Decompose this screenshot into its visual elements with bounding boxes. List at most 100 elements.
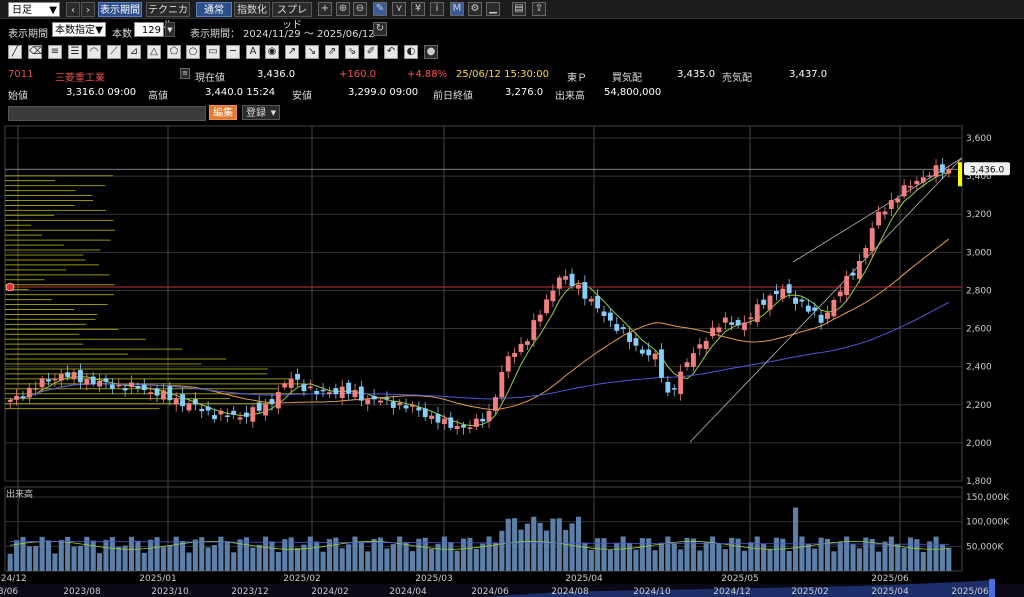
candle-body bbox=[135, 385, 141, 389]
print-icon[interactable]: ▤ bbox=[512, 2, 526, 16]
candle-body bbox=[141, 384, 147, 391]
eraser-icon[interactable]: ⌫ bbox=[28, 45, 44, 59]
chevron-down-icon: ▼ bbox=[49, 5, 57, 16]
volume-bar bbox=[231, 552, 237, 571]
volume-bar bbox=[250, 547, 256, 571]
candle-body bbox=[614, 324, 620, 331]
gann-icon[interactable]: ⊿ bbox=[127, 45, 141, 59]
flip-down-icon[interactable]: ⇘ bbox=[345, 45, 359, 59]
index-button[interactable]: 指数化 bbox=[234, 2, 270, 17]
volume-bar bbox=[537, 522, 543, 571]
pentagon-icon[interactable]: ⬠ bbox=[167, 45, 181, 59]
badge-icon[interactable]: ◉ bbox=[265, 45, 279, 59]
zoom-in-icon[interactable]: ⊕ bbox=[336, 2, 350, 16]
candle-body bbox=[869, 228, 875, 251]
price-tick-label: 3,400 bbox=[966, 172, 992, 182]
candle-body bbox=[671, 388, 677, 390]
undo-icon[interactable]: ↶ bbox=[384, 45, 398, 59]
register-button[interactable]: 登録 ▼ bbox=[242, 105, 280, 120]
info-icon[interactable]: i bbox=[430, 2, 444, 16]
period-mode-select[interactable]: 本数指定 ▼ bbox=[52, 22, 106, 37]
volume-bar bbox=[773, 537, 779, 571]
next-button[interactable]: › bbox=[81, 2, 95, 17]
candle-body bbox=[154, 388, 160, 396]
low-value: 3,299.0 09:00 bbox=[348, 87, 419, 98]
prev-close-label: 前日終値 bbox=[433, 91, 473, 102]
candle-body bbox=[908, 185, 913, 188]
text-icon[interactable]: A bbox=[246, 45, 260, 59]
current-price-tag bbox=[964, 162, 1010, 176]
candle-body bbox=[403, 405, 409, 409]
candle-body bbox=[805, 305, 811, 312]
period-select[interactable]: 日足 ▼ bbox=[8, 2, 60, 17]
candle-body bbox=[588, 298, 594, 302]
flip-up-icon[interactable]: ⇗ bbox=[325, 45, 339, 59]
export-icon[interactable]: ⇪ bbox=[532, 2, 546, 16]
candle-body bbox=[761, 299, 767, 305]
volume-bar bbox=[678, 549, 684, 571]
arrow-up-icon[interactable]: ↗ bbox=[285, 45, 299, 59]
arrow-down-icon[interactable]: ↘ bbox=[305, 45, 319, 59]
volume-bar bbox=[882, 541, 888, 571]
chart-icon[interactable]: ▁ bbox=[486, 2, 500, 16]
fan-icon[interactable]: ⟋ bbox=[107, 45, 121, 59]
candle-body bbox=[659, 349, 664, 378]
candle-body bbox=[473, 418, 479, 427]
memo-icon[interactable]: ≡ bbox=[180, 68, 190, 79]
volume-bar bbox=[607, 549, 613, 571]
candle-body bbox=[505, 356, 511, 372]
volume-bar bbox=[601, 538, 607, 571]
volume-bar bbox=[518, 529, 524, 571]
trendline-icon[interactable]: ╱ bbox=[8, 45, 22, 59]
candle-body bbox=[186, 403, 192, 411]
price-tick-label: 3,200 bbox=[966, 210, 992, 220]
candle-body bbox=[212, 415, 217, 420]
settings-dot-icon[interactable]: ● bbox=[424, 45, 438, 59]
edit-button[interactable]: 編集 bbox=[209, 105, 237, 120]
volume-bar bbox=[173, 536, 179, 571]
candle-body bbox=[333, 388, 339, 395]
count-stepper[interactable]: ▼ bbox=[165, 22, 175, 37]
yen-icon[interactable]: ¥ bbox=[411, 2, 425, 16]
volume-bar bbox=[652, 550, 658, 571]
volume-bar bbox=[697, 550, 703, 571]
hlines-icon[interactable]: ≡ bbox=[48, 45, 62, 59]
signal-icon[interactable]: ⋎ bbox=[392, 2, 406, 16]
candle-body bbox=[416, 407, 422, 411]
volume-bar bbox=[473, 549, 479, 571]
triangle-icon[interactable]: △ bbox=[147, 45, 161, 59]
prev-button[interactable]: ‹ bbox=[66, 2, 80, 17]
candle-body bbox=[173, 398, 179, 405]
volume-bar bbox=[569, 523, 575, 571]
channel-icon[interactable]: ☰ bbox=[68, 45, 82, 59]
crosshair-icon[interactable]: + bbox=[318, 2, 332, 16]
gear-icon[interactable]: ⚙ bbox=[468, 2, 482, 16]
candle-body bbox=[556, 277, 562, 289]
circle-icon[interactable]: ○ bbox=[186, 45, 200, 59]
display-period-button[interactable]: 表示期間 bbox=[98, 2, 142, 17]
volume-ma-short bbox=[10, 541, 949, 550]
navigator-handle bbox=[989, 579, 995, 597]
toggle-icon[interactable]: ◐ bbox=[404, 45, 418, 59]
technical-button[interactable]: テクニカル bbox=[146, 2, 190, 31]
arc-icon[interactable]: ◠ bbox=[87, 45, 101, 59]
candle-body bbox=[512, 352, 518, 357]
candle-body bbox=[282, 383, 288, 388]
volume-bar bbox=[14, 540, 20, 571]
pen-icon[interactable]: ✎ bbox=[373, 2, 387, 16]
price-panel-frame bbox=[4, 125, 963, 482]
count-input[interactable]: 129 bbox=[134, 22, 164, 37]
candle-body bbox=[773, 291, 779, 295]
spread-button[interactable]: スプレッド bbox=[272, 2, 312, 31]
volume-bar bbox=[499, 530, 505, 571]
ask-label: 売気配 bbox=[722, 73, 752, 84]
normal-button[interactable]: 通常 bbox=[196, 2, 232, 17]
refresh-icon[interactable]: ↻ bbox=[373, 22, 387, 36]
quote-datetime: 25/06/12 15:30:00 bbox=[456, 69, 550, 80]
candle-body bbox=[39, 378, 45, 388]
zoom-out-icon[interactable]: ⊖ bbox=[353, 2, 367, 16]
rectangle-icon[interactable]: ▭ bbox=[206, 45, 220, 59]
horizontal-line-icon[interactable]: ─ bbox=[226, 45, 240, 59]
brush-icon[interactable]: ✐ bbox=[364, 45, 378, 59]
my-icon[interactable]: M bbox=[450, 2, 464, 16]
